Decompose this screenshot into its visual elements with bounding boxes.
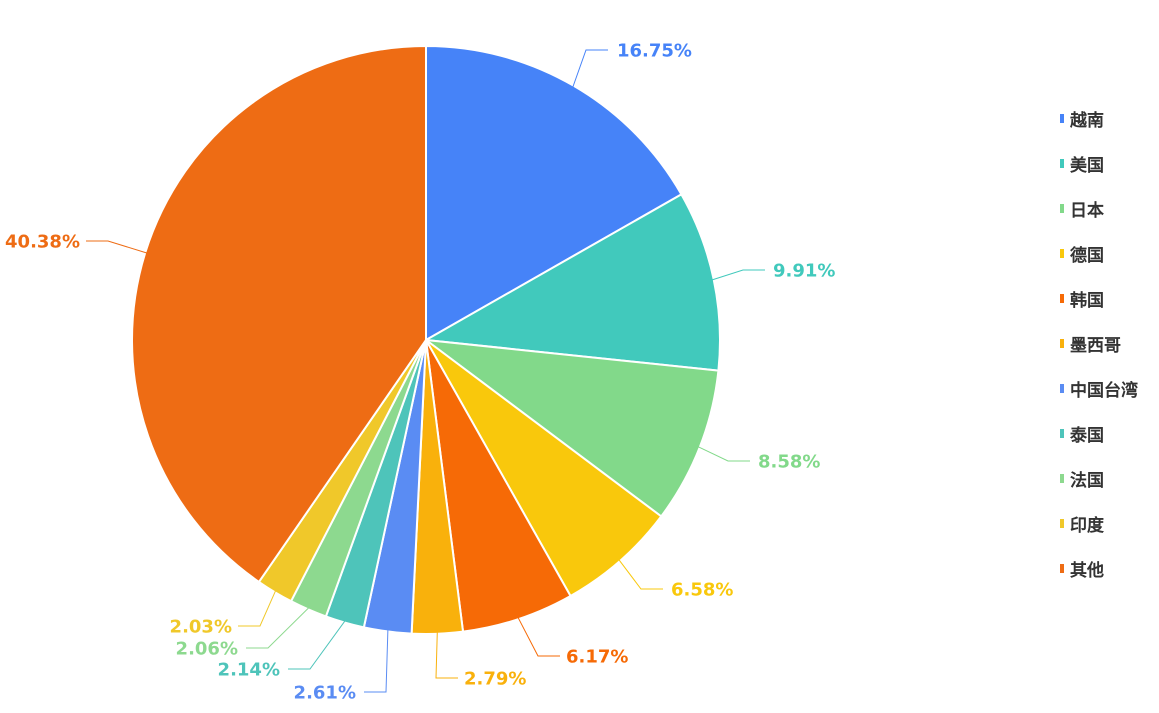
legend-item-4[interactable]: 德国 bbox=[1060, 231, 1138, 276]
leader-line-7 bbox=[364, 629, 389, 693]
leader-line-3 bbox=[697, 446, 750, 462]
data-label-8: 2.14% bbox=[218, 659, 280, 680]
legend-swatch bbox=[1060, 204, 1064, 213]
legend-swatch bbox=[1060, 429, 1064, 438]
legend-item-1[interactable]: 越南 bbox=[1060, 96, 1138, 141]
legend-swatch bbox=[1060, 294, 1064, 303]
leader-line-9 bbox=[246, 607, 310, 649]
data-label-2: 9.91% bbox=[773, 260, 835, 281]
legend-item-2[interactable]: 美国 bbox=[1060, 141, 1138, 186]
legend-label: 韩国 bbox=[1070, 291, 1104, 311]
legend-label: 日本 bbox=[1070, 201, 1104, 221]
leader-line-8 bbox=[288, 620, 346, 670]
legend-label: 印度 bbox=[1070, 516, 1104, 536]
legend-swatch bbox=[1060, 384, 1064, 393]
data-label-9: 2.06% bbox=[176, 638, 238, 659]
legend-swatch bbox=[1060, 339, 1064, 348]
legend-swatch bbox=[1060, 114, 1064, 123]
pie-slices bbox=[131, 45, 721, 635]
legend-swatch bbox=[1060, 249, 1064, 258]
data-label-1: 16.75% bbox=[617, 40, 692, 61]
data-label-5: 6.17% bbox=[566, 646, 628, 667]
legend-label: 越南 bbox=[1070, 111, 1104, 131]
legend-label: 中国台湾 bbox=[1070, 381, 1138, 401]
legend-item-6[interactable]: 墨西哥 bbox=[1060, 321, 1138, 366]
legend-label: 德国 bbox=[1070, 246, 1104, 266]
legend-label: 其他 bbox=[1070, 561, 1104, 581]
leader-line-11 bbox=[86, 240, 148, 254]
legend-swatch bbox=[1060, 519, 1064, 528]
legend-label: 墨西哥 bbox=[1070, 336, 1121, 356]
data-label-3: 8.58% bbox=[758, 451, 820, 472]
legend-item-7[interactable]: 中国台湾 bbox=[1060, 366, 1138, 411]
data-label-7: 2.61% bbox=[294, 682, 356, 703]
leader-line-4 bbox=[618, 559, 663, 590]
pie-labels: 16.75% 9.91% 8.58% 6.58% 6.17% 2.79% 2.61% 2.14… bbox=[5, 40, 835, 703]
legend: 越南美国日本德国韩国墨西哥中国台湾泰国法国印度其他 bbox=[1060, 96, 1138, 591]
legend-label: 法国 bbox=[1070, 471, 1104, 491]
legend-swatch bbox=[1060, 474, 1064, 483]
legend-item-11[interactable]: 其他 bbox=[1060, 546, 1138, 591]
data-label-4: 6.58% bbox=[671, 579, 733, 600]
legend-item-5[interactable]: 韩国 bbox=[1060, 276, 1138, 321]
legend-swatch bbox=[1060, 564, 1064, 573]
leader-line-2 bbox=[711, 269, 765, 281]
legend-item-3[interactable]: 日本 bbox=[1060, 186, 1138, 231]
data-label-10: 2.03% bbox=[170, 616, 232, 637]
leader-line-5 bbox=[517, 616, 560, 657]
data-label-6: 2.79% bbox=[464, 668, 526, 689]
leader-line-1 bbox=[572, 49, 608, 88]
pie-leader-lines bbox=[86, 49, 765, 693]
legend-item-10[interactable]: 印度 bbox=[1060, 501, 1138, 546]
legend-item-8[interactable]: 泰国 bbox=[1060, 411, 1138, 456]
legend-label: 美国 bbox=[1070, 156, 1104, 176]
data-label-11: 40.38% bbox=[5, 231, 80, 252]
leader-line-6 bbox=[435, 631, 458, 679]
legend-item-9[interactable]: 法国 bbox=[1060, 456, 1138, 501]
legend-label: 泰国 bbox=[1070, 426, 1104, 446]
leader-line-10 bbox=[238, 590, 277, 627]
legend-swatch bbox=[1060, 159, 1064, 168]
